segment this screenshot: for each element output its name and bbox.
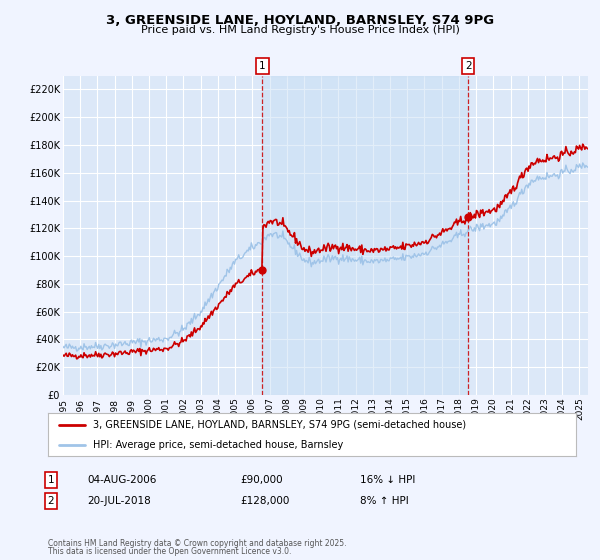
Text: Contains HM Land Registry data © Crown copyright and database right 2025.: Contains HM Land Registry data © Crown c… [48,539,347,548]
Text: 3, GREENSIDE LANE, HOYLAND, BARNSLEY, S74 9PG: 3, GREENSIDE LANE, HOYLAND, BARNSLEY, S7… [106,14,494,27]
Text: 04-AUG-2006: 04-AUG-2006 [87,475,157,485]
Text: 20-JUL-2018: 20-JUL-2018 [87,496,151,506]
Text: This data is licensed under the Open Government Licence v3.0.: This data is licensed under the Open Gov… [48,547,292,556]
Text: 2: 2 [47,496,55,506]
Text: HPI: Average price, semi-detached house, Barnsley: HPI: Average price, semi-detached house,… [93,440,343,450]
Text: £128,000: £128,000 [240,496,289,506]
Text: Price paid vs. HM Land Registry's House Price Index (HPI): Price paid vs. HM Land Registry's House … [140,25,460,35]
Text: 1: 1 [47,475,55,485]
Bar [262,76,468,395]
Text: £90,000: £90,000 [240,475,283,485]
Text: 8% ↑ HPI: 8% ↑ HPI [360,496,409,506]
Text: 2: 2 [465,61,472,71]
Text: 3, GREENSIDE LANE, HOYLAND, BARNSLEY, S74 9PG (semi-detached house): 3, GREENSIDE LANE, HOYLAND, BARNSLEY, S7… [93,419,466,430]
Text: 1: 1 [259,61,266,71]
Text: 16% ↓ HPI: 16% ↓ HPI [360,475,415,485]
